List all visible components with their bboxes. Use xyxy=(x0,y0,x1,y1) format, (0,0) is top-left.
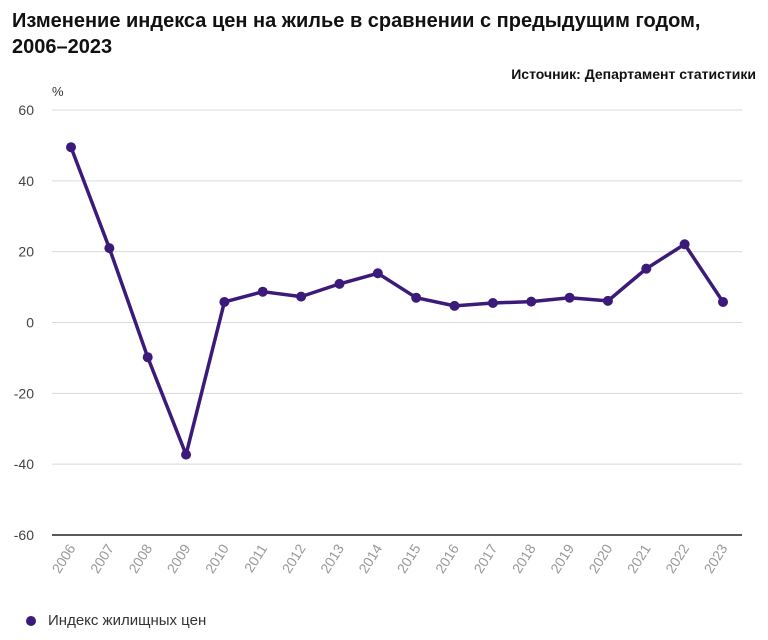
x-tick-label: 2015 xyxy=(394,541,424,576)
data-point xyxy=(219,296,230,307)
y-axis-unit: % xyxy=(52,84,64,99)
data-point xyxy=(526,296,537,307)
legend-marker-icon xyxy=(26,615,36,626)
data-point xyxy=(487,298,498,309)
x-tick-label: 2014 xyxy=(355,541,385,576)
x-tick-label: 2016 xyxy=(432,541,462,576)
x-tick-label: 2009 xyxy=(164,541,194,576)
data-point xyxy=(564,292,575,303)
x-tick-label: 2010 xyxy=(202,541,232,576)
x-tick-label: 2012 xyxy=(279,541,309,576)
data-point xyxy=(142,352,153,363)
x-tick-label: 2013 xyxy=(317,541,347,576)
x-tick-label: 2007 xyxy=(87,541,117,576)
data-point xyxy=(66,142,76,153)
data-point xyxy=(641,263,652,274)
chart-title: Изменение индекса цен на жилье в сравнен… xyxy=(12,10,701,58)
x-tick-label: 2021 xyxy=(624,541,654,576)
data-point xyxy=(104,243,115,254)
y-tick-label: -20 xyxy=(14,385,34,401)
y-tick-label: 0 xyxy=(26,315,34,331)
data-point xyxy=(679,239,690,250)
source-note: Источник: Департамент статистики xyxy=(511,66,756,82)
data-point xyxy=(602,295,613,306)
y-tick-label: 20 xyxy=(18,244,34,260)
data-point xyxy=(372,268,383,279)
y-tick-label: 40 xyxy=(18,173,34,189)
legend: Индекс жилищных цен xyxy=(26,612,206,629)
x-tick-label: 2017 xyxy=(470,541,500,576)
x-tick-label: 2018 xyxy=(509,541,539,576)
x-tick-label: 2006 xyxy=(48,541,78,576)
data-point xyxy=(449,300,460,311)
y-tick-label: 60 xyxy=(18,102,34,118)
x-tick-label: 2023 xyxy=(700,541,730,576)
series-line xyxy=(69,145,725,457)
x-tick-label: 2022 xyxy=(662,541,692,576)
data-point xyxy=(296,291,307,302)
y-tick-label: -60 xyxy=(14,527,34,543)
data-point xyxy=(257,286,268,297)
x-tick-label: 2011 xyxy=(241,541,271,575)
data-point xyxy=(718,296,728,307)
x-tick-label: 2020 xyxy=(585,541,615,576)
x-tick-label: 2019 xyxy=(547,541,577,576)
data-point xyxy=(411,292,422,303)
legend-label: Индекс жилищных цен xyxy=(48,612,207,629)
x-tick-label: 2008 xyxy=(125,541,155,576)
data-point xyxy=(334,278,345,289)
y-tick-label: -40 xyxy=(14,456,34,472)
data-point xyxy=(181,449,192,460)
